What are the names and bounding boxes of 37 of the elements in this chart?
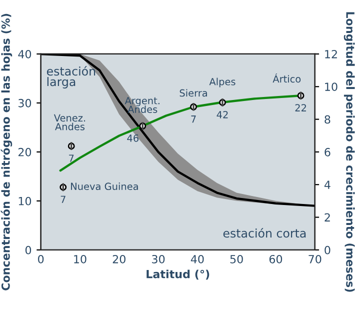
annotation: Ártico xyxy=(272,73,301,83)
y-tick-label: 10 xyxy=(18,196,32,206)
x-tick-label: 20 xyxy=(112,254,126,264)
x-tick-label: 50 xyxy=(230,254,243,264)
x-tick-label: 30 xyxy=(152,254,165,264)
y2-tick-label: 12 xyxy=(325,50,337,58)
annotation: 7 xyxy=(60,196,66,203)
x-tick-label: 60 xyxy=(269,254,282,264)
annotation: Argent. Andes xyxy=(124,97,160,113)
y2-tick-label: 6 xyxy=(324,148,330,156)
y2-tick-label: 0 xyxy=(324,246,330,254)
annotation: Sierra xyxy=(180,89,207,97)
annotation: Nueva Guinea xyxy=(71,182,138,190)
annotation: estación larga xyxy=(46,66,96,88)
y-axis-title: Concentración de nitrógeno en las hojas (%) xyxy=(0,14,12,290)
annotation: Venez. Andes xyxy=(54,114,86,130)
x-tick-label: 10 xyxy=(74,254,86,264)
annotation: Alpes xyxy=(209,78,236,88)
y-tick-label: 40 xyxy=(18,50,32,58)
annotation: 22 xyxy=(295,104,306,112)
y2-tick-label: 8 xyxy=(324,115,330,124)
y2-tick-label: 2 xyxy=(324,213,330,222)
y-tick-label: 20 xyxy=(18,148,32,156)
annotation: 46 xyxy=(127,134,138,142)
y2-axis-title: Longitud del periodo de crecimiento (meses) xyxy=(344,12,355,292)
x-tick-label: 0 xyxy=(38,254,44,264)
y2-tick-label: 10 xyxy=(325,82,338,92)
x-tick-label: 40 xyxy=(190,254,204,264)
y-tick-label: 30 xyxy=(18,98,32,108)
annotation: 7 xyxy=(191,116,196,123)
x-axis-title: Latitud (°) xyxy=(146,270,210,280)
annotation: 42 xyxy=(216,110,228,118)
x-tick-label: 70 xyxy=(308,254,322,264)
y2-tick-label: 4 xyxy=(324,180,330,189)
annotation: 7 xyxy=(69,154,74,162)
y-tick-label: 0 xyxy=(25,246,32,254)
annotation: estación corta xyxy=(223,228,306,238)
